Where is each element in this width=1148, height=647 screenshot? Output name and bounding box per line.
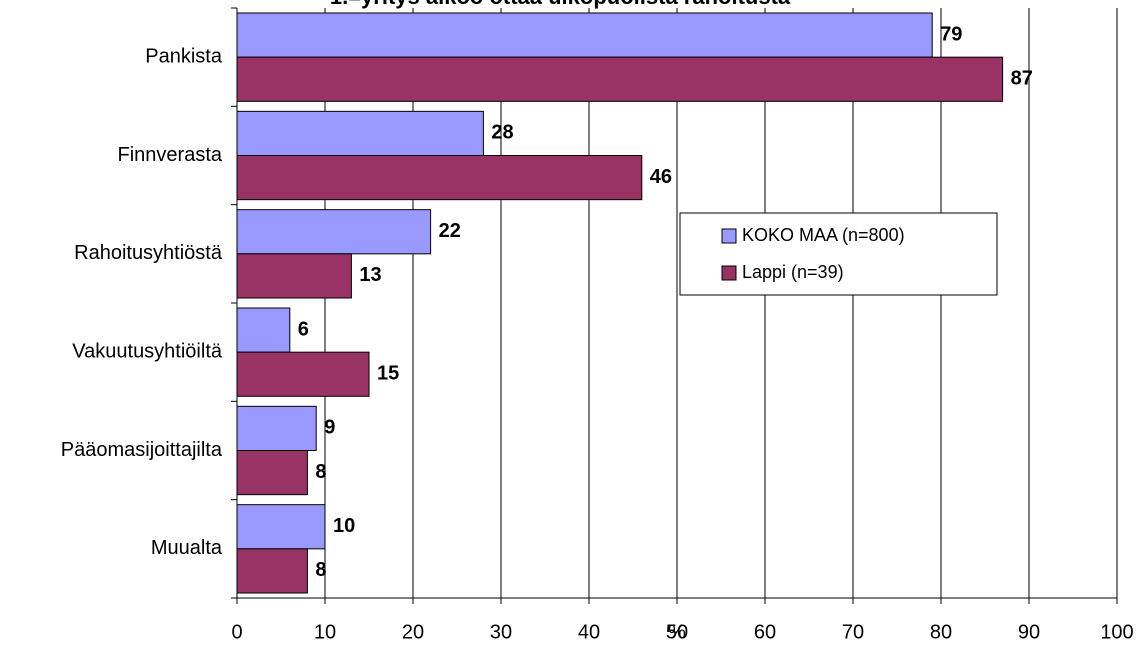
chart-title: 1.=yritys aikoo ottaa ulkopuolista rahoi… [330, 0, 791, 9]
y-tick-label: Pankista [145, 45, 223, 67]
legend-label: KOKO MAA (n=800) [742, 225, 905, 245]
y-tick-label: Rahoitusyhtiöstä [74, 242, 223, 264]
value-label: 22 [439, 220, 461, 242]
x-tick-label: 0 [231, 621, 242, 643]
bar [236, 155, 643, 201]
bar [236, 209, 432, 255]
x-tick-label: 100 [1100, 621, 1133, 643]
value-label: 79 [940, 23, 962, 45]
bar [236, 504, 326, 550]
value-label: 8 [315, 559, 326, 581]
bar [236, 351, 370, 397]
y-tick-label: Vakuutusyhtiöiltä [72, 340, 223, 362]
y-tick-label: Muualta [151, 537, 223, 559]
value-label: 6 [298, 318, 309, 340]
value-label: 46 [650, 166, 672, 188]
bar [236, 56, 1004, 102]
x-tick-label: 70 [842, 621, 864, 643]
x-tick-label: 50 [666, 621, 688, 643]
bar [236, 548, 308, 594]
value-label: 87 [1011, 68, 1033, 90]
x-tick-label: 80 [930, 621, 952, 643]
value-label: 10 [333, 515, 355, 537]
legend-box [679, 212, 998, 296]
value-label: 8 [315, 461, 326, 483]
x-tick-label: 60 [754, 621, 776, 643]
value-label: 9 [324, 417, 335, 439]
legend-swatch [721, 228, 737, 244]
legend-label: Lappi (n=39) [742, 262, 844, 282]
x-tick-label: 10 [314, 621, 336, 643]
legend-swatch [721, 265, 737, 281]
x-tick-label: 20 [402, 621, 424, 643]
x-tick-label: 30 [490, 621, 512, 643]
x-tick-label: 90 [1018, 621, 1040, 643]
bar [236, 405, 317, 452]
bar [236, 450, 308, 496]
x-axis-label: % [668, 621, 686, 643]
value-label: 15 [377, 363, 399, 385]
y-tick-label: Finnverasta [118, 144, 223, 166]
x-tick-label: 40 [578, 621, 600, 643]
bar [236, 307, 291, 353]
y-tick-label: Pääomasijoittajilta [61, 439, 223, 461]
value-label: 13 [359, 264, 381, 286]
bar [236, 110, 484, 157]
value-label: 28 [491, 122, 513, 144]
bar [236, 253, 352, 299]
bar [236, 12, 933, 58]
